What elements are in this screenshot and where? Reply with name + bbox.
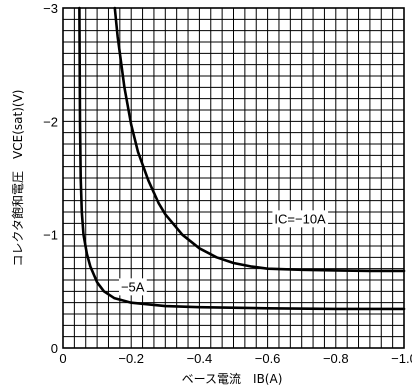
tick-labels: 0 −0.2 −0.4 −0.6 −0.8 −1.0 0 −1 −2 −3 [43, 1, 412, 366]
x-tick-label: −1.0 [391, 351, 412, 366]
y-tick-label: −3 [43, 1, 58, 16]
series-label-1: −5A [121, 279, 145, 294]
series-line-1 [78, 6, 406, 311]
x-tick-label: −0.8 [323, 351, 349, 366]
x-axis-title: ベース電流 IB(A) [182, 372, 283, 386]
curves [78, 6, 406, 311]
x-tick-label: −0.6 [255, 351, 281, 366]
x-tick-label: −0.4 [187, 351, 213, 366]
plot-border [62, 7, 405, 349]
x-tick-label: 0 [59, 351, 66, 366]
series-line-0 [113, 6, 406, 273]
series-label-0: IC=−10A [274, 211, 326, 226]
y-tick-label: −2 [43, 114, 58, 129]
y-tick-label: −1 [43, 228, 58, 243]
curve-label-background [272, 210, 329, 228]
plot-frame [62, 7, 405, 349]
y-tick-label: 0 [51, 341, 58, 356]
grid [63, 8, 404, 348]
curve-labels: IC=−10A −5A [118, 210, 329, 296]
curve-label-background [118, 278, 147, 296]
y-axis-title: コレクタ飽和電圧 VCE(sat)(V) [10, 90, 25, 267]
x-tick-label: −0.2 [118, 351, 144, 366]
